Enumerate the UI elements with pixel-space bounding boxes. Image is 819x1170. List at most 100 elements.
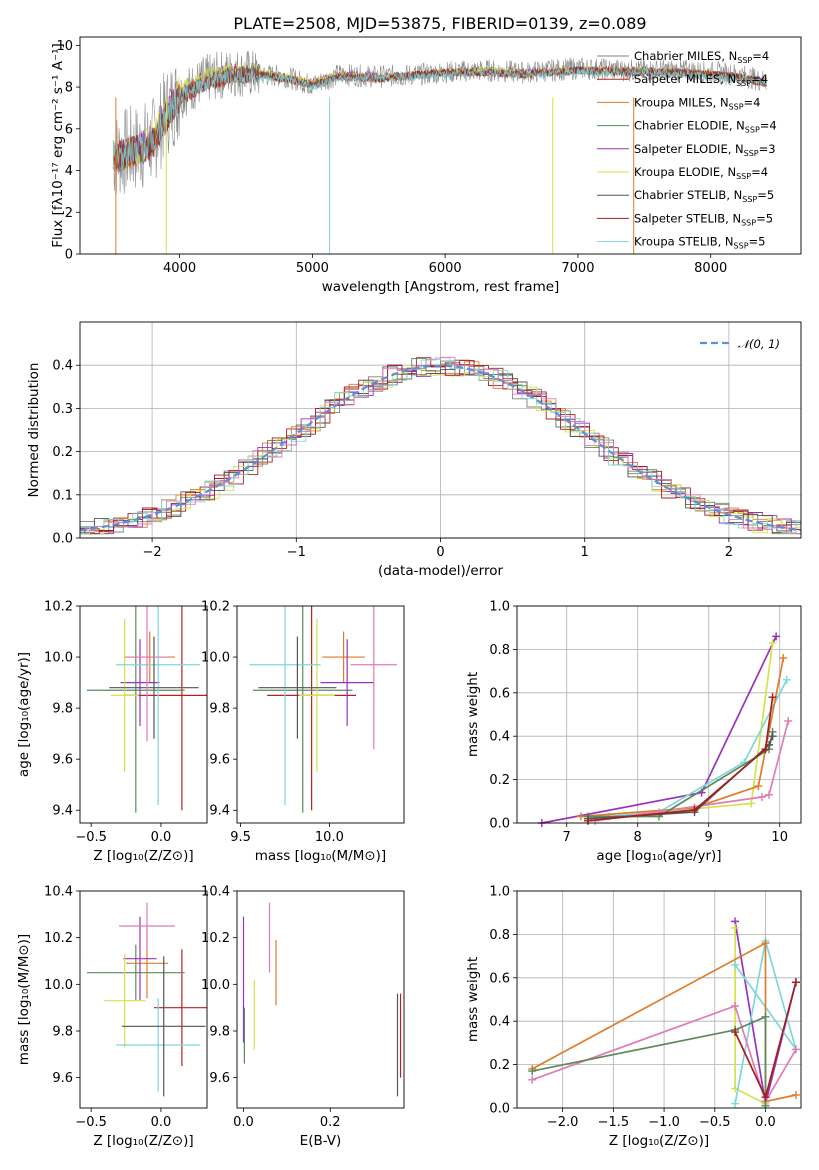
histogram-series — [80, 357, 801, 535]
y-tick-label: 0.1 — [52, 488, 73, 503]
legend-val: =5 — [749, 235, 766, 249]
plus-marker — [528, 1075, 537, 1084]
legend-name: Salpeter ELODIE, N — [634, 142, 744, 156]
x-tick-label: −2 — [143, 545, 162, 560]
legend-sub: SSP — [734, 242, 749, 251]
plus-marker — [761, 939, 770, 948]
mass-weight-line — [580, 657, 785, 818]
legend-sub: SSP — [736, 79, 751, 88]
legend-val: =4 — [751, 72, 768, 86]
x-tick-label: 7 — [563, 830, 571, 845]
y-tick-label: 0.0 — [52, 532, 73, 547]
plus-marker — [784, 717, 793, 726]
y-tick-label: 9.8 — [209, 702, 230, 717]
legend-label: Salpeter STELIB, NSSP=5 — [634, 211, 773, 227]
y-axis-label: age [log₁₀(age/yr)] — [16, 652, 32, 777]
panel-8 — [513, 890, 801, 1112]
y-tick-label: 10.2 — [44, 600, 73, 615]
y-tick-label: 0.8 — [489, 928, 510, 943]
y-tick-label: 0.8 — [489, 643, 510, 658]
x-tick-label: 1 — [581, 545, 589, 560]
y-tick-label: 9.4 — [209, 804, 230, 819]
x-tick-label: 0.0 — [755, 1115, 776, 1130]
legend-sub: SSP — [745, 126, 760, 135]
mass-weight-line — [587, 642, 774, 820]
plus-marker — [731, 960, 740, 969]
x-axis-label: Z [log₁₀(Z/Z⊙)] — [93, 848, 193, 864]
histogram-series — [80, 367, 801, 535]
y-tick-label: 9.6 — [209, 753, 230, 768]
y-tick-label: 0.6 — [489, 686, 510, 701]
legend-sub: SSP — [744, 149, 759, 158]
legend-sub: SSP — [742, 195, 757, 204]
x-tick-label: 10.0 — [315, 830, 344, 845]
x-tick-label: −0.5 — [75, 830, 107, 845]
plus-marker — [576, 812, 585, 821]
axes-frame — [236, 605, 405, 824]
y-axis-label: mass weight — [465, 957, 481, 1042]
plus-marker — [731, 1028, 740, 1037]
x-tick-label: 8 — [634, 830, 642, 845]
mass-weight-line — [531, 1004, 797, 1104]
plus-marker — [690, 805, 699, 814]
legend-label: Salpeter ELODIE, NSSP=3 — [634, 142, 776, 158]
axes-frame — [236, 890, 405, 1109]
legend-sub: SSP — [736, 172, 751, 181]
mass-weight-line — [532, 1015, 767, 1106]
legend-val: =5 — [757, 188, 774, 202]
x-tick-label: −2.0 — [547, 1115, 579, 1130]
chart-title: PLATE=2508, MJD=53875, FIBERID=0139, z=0… — [233, 14, 646, 33]
legend-label: Salpeter MILES, NSSP=4 — [634, 72, 768, 88]
mass-weight-line — [587, 735, 774, 820]
x-tick-label: 0.2 — [320, 1115, 341, 1130]
legend-name: Kroupa MILES, N — [634, 95, 729, 109]
plus-marker — [584, 816, 592, 825]
plus-marker — [768, 638, 777, 647]
plus-marker — [791, 1045, 800, 1054]
plus-marker — [757, 792, 766, 801]
panel-4 — [233, 605, 397, 827]
y-tick-label: 0 — [65, 248, 73, 263]
histogram-series — [80, 359, 801, 535]
x-tick-label: 0 — [436, 545, 444, 560]
y-tick-label: 0.2 — [489, 1058, 510, 1073]
x-tick-label: 0.0 — [233, 1115, 254, 1130]
legend-label: Chabrier ELODIE, NSSP=4 — [634, 119, 777, 135]
legend-val: =4 — [751, 165, 768, 179]
points-group — [86, 606, 207, 813]
y-axis-label: Normed distribution — [26, 363, 42, 498]
y-tick-label: 10.0 — [44, 978, 73, 993]
x-tick-label: 9.5 — [230, 830, 251, 845]
legend-name: Chabrier MILES, N — [634, 49, 737, 63]
y-tick-label: 0.4 — [489, 1015, 510, 1030]
x-tick-label: 2 — [725, 545, 733, 560]
x-tick-label: −1.0 — [648, 1115, 680, 1130]
x-axis-label: (data-model)/error — [378, 563, 504, 579]
y-tick-label: 9.8 — [52, 702, 73, 717]
plus-marker — [761, 1012, 770, 1021]
y-tick-label: 0.0 — [489, 817, 510, 832]
mass-weight-line — [609, 679, 788, 818]
y-tick-label: 9.8 — [209, 1025, 230, 1040]
plus-marker — [731, 923, 740, 932]
plus-marker — [761, 1093, 770, 1102]
x-tick-label: −1.5 — [598, 1115, 630, 1130]
y-tick-label: 0.3 — [52, 402, 73, 417]
x-axis-label: E(B-V) — [300, 1133, 342, 1149]
plus-marker — [791, 978, 800, 987]
y-tick-label: 10.2 — [44, 931, 73, 946]
y-tick-label: 1.0 — [489, 600, 510, 615]
plus-marker — [782, 675, 791, 684]
legend-val: =4 — [760, 119, 777, 133]
points-group — [249, 606, 397, 813]
legend-name: Kroupa STELIB, N — [634, 235, 734, 249]
y-tick-label: 10.4 — [201, 885, 230, 900]
histogram-group — [80, 356, 801, 535]
x-tick-label: −1 — [287, 545, 306, 560]
legend-val: =3 — [759, 142, 776, 156]
x-tick-label: 5000 — [296, 261, 329, 276]
panel-2 — [76, 322, 801, 542]
plus-marker — [528, 1067, 537, 1076]
